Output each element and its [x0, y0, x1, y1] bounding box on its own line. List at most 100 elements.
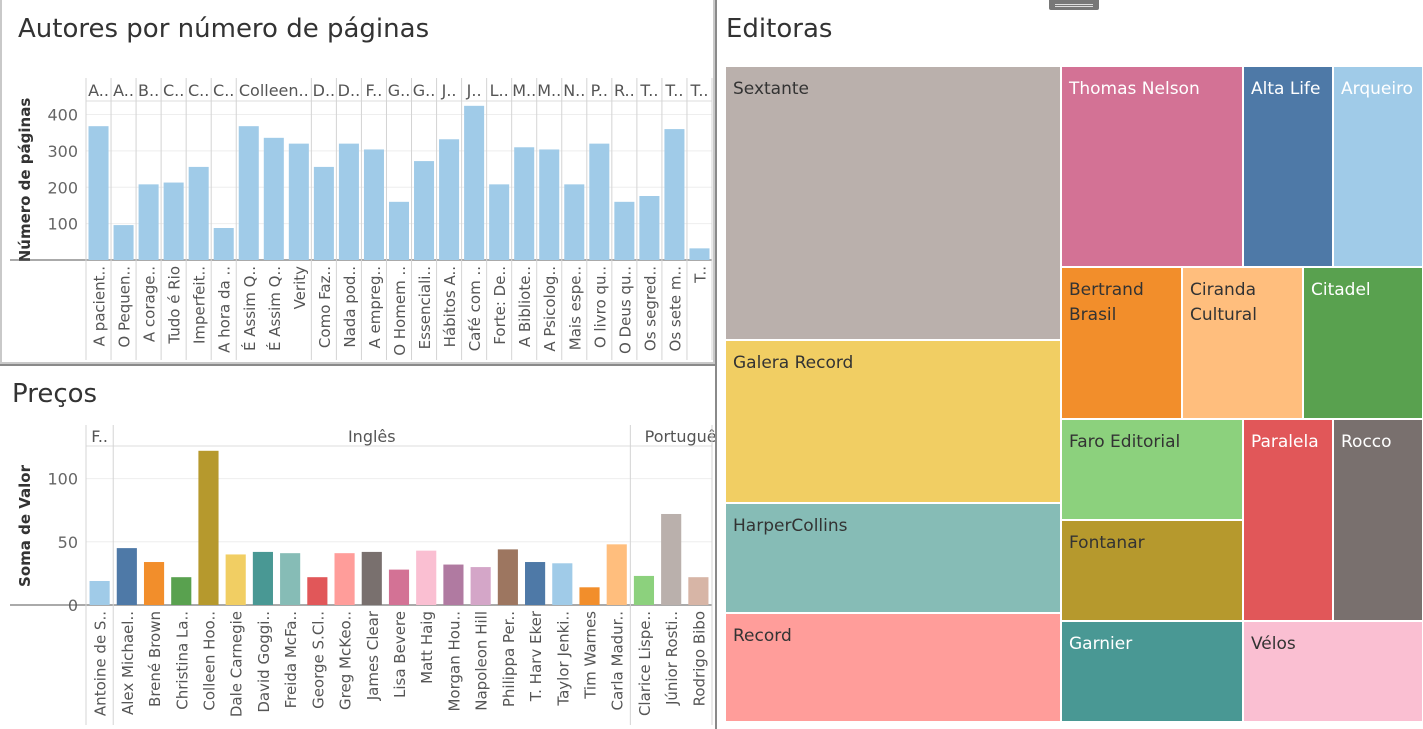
group-header-label: M..	[537, 81, 561, 100]
group-header-label: L..	[490, 81, 509, 100]
category-label: Brené Brown	[146, 611, 164, 707]
group-header-label: G..	[388, 81, 411, 100]
y-axis-title: Número de páginas	[16, 98, 34, 263]
prices-panel: Preços 0 50 100 Soma de Valor F.. Inglês Portu…	[0, 367, 717, 729]
bar	[514, 147, 535, 260]
bar	[664, 129, 685, 260]
bar	[464, 105, 485, 261]
bar	[439, 139, 460, 260]
bar	[213, 228, 234, 260]
bar	[116, 548, 137, 605]
category-label: T. Harv Eker	[527, 610, 545, 702]
bar	[552, 563, 573, 605]
category-label: Os sete m..	[666, 266, 684, 351]
bar	[564, 184, 585, 260]
drag-handle-icon[interactable]	[1049, 0, 1099, 10]
bar	[388, 201, 410, 260]
category-label: Freida McFa..	[282, 611, 300, 708]
category-label: A empreg..	[366, 266, 384, 349]
bar	[579, 587, 600, 605]
category-label: Essenciali..	[416, 266, 434, 349]
bar	[163, 182, 184, 260]
category-label: Júnior Rosti..	[663, 611, 681, 706]
category-label: Christina La..	[173, 611, 191, 710]
category-label: Alex Michael..	[119, 611, 137, 715]
bar	[225, 554, 246, 605]
category-label: O Pequen..	[116, 266, 134, 348]
bar	[416, 550, 437, 605]
group-header-label: T..	[639, 81, 658, 100]
group-header-label: R..	[614, 81, 635, 100]
category-label: James Clear	[364, 610, 382, 701]
group-header-label: J..	[441, 81, 457, 100]
group-header-label: B..	[138, 81, 159, 100]
bar	[689, 248, 710, 260]
category-label: A corage..	[141, 266, 159, 342]
bar	[633, 575, 655, 605]
category-label: Lisa Bevere	[391, 611, 409, 698]
bar	[443, 564, 464, 605]
category-label: É Assim Q..	[240, 266, 259, 351]
bar	[313, 166, 334, 260]
category-label: Como Faz..	[316, 266, 334, 348]
group-header-label: Português	[645, 427, 717, 446]
category-label: O Homem ..	[391, 266, 409, 356]
bar	[589, 143, 610, 260]
category-label: Os segred..	[641, 266, 659, 351]
bar	[143, 562, 165, 605]
horizontal-divider	[0, 364, 717, 366]
bar	[688, 577, 709, 605]
y-tick-label: 200	[47, 178, 78, 197]
group-header-label: A..	[113, 81, 134, 100]
category-label: Forte: De..	[491, 266, 509, 345]
publishers-chart-title: Editoras	[726, 14, 833, 44]
group-header-label: T..	[664, 81, 683, 100]
group-header-label: P..	[591, 81, 608, 100]
group-header-label: Inglês	[348, 427, 396, 446]
category-label: Matt Haig	[418, 611, 436, 684]
category-label: Greg McKeo..	[337, 611, 355, 710]
group-header-label: C..	[163, 81, 184, 100]
bar	[338, 143, 359, 260]
bar	[525, 562, 546, 605]
category-label: Colleen Hoo..	[200, 611, 218, 711]
category-label: Rodrigo Bibo	[690, 611, 708, 706]
category-label: Tim Warnes	[582, 611, 600, 700]
category-label: Hábitos A..	[441, 266, 459, 347]
bar	[361, 551, 382, 605]
bar	[606, 544, 627, 605]
bar	[363, 149, 384, 260]
bar	[171, 577, 192, 605]
bar	[198, 450, 219, 605]
category-label: Napoleon Hill	[473, 611, 491, 711]
category-label: Antoine de S..	[92, 611, 110, 716]
authors-chart-title: Autores por número de páginas	[18, 14, 430, 44]
category-label: Tudo é Rio	[166, 266, 184, 345]
bar	[288, 143, 309, 260]
category-label: Imperfeit..	[191, 266, 209, 344]
y-tick-label: 50	[58, 533, 78, 552]
bar	[614, 201, 635, 260]
category-label: T..	[691, 266, 709, 284]
category-label: Philippa Per..	[500, 611, 518, 707]
prices-chart-title: Preços	[12, 379, 98, 409]
group-header-label: J..	[466, 81, 482, 100]
group-header-label: T..	[689, 81, 708, 100]
group-header-label: F..	[366, 81, 383, 100]
bar	[414, 161, 435, 260]
category-label: A pacient..	[91, 266, 109, 346]
group-header-label: A..	[88, 81, 109, 100]
bar	[661, 513, 682, 605]
group-header-label: D..	[338, 81, 361, 100]
y-tick-label: 100	[47, 215, 78, 234]
category-label: Café com ..	[466, 266, 484, 351]
category-label: Verity	[291, 266, 309, 310]
group-header-label: Colleen..	[239, 81, 309, 100]
bar	[263, 137, 284, 260]
group-header-label: D..	[313, 81, 336, 100]
group-header-label: M..	[512, 81, 536, 100]
bar	[539, 149, 560, 260]
y-tick-label: 400	[47, 106, 78, 125]
